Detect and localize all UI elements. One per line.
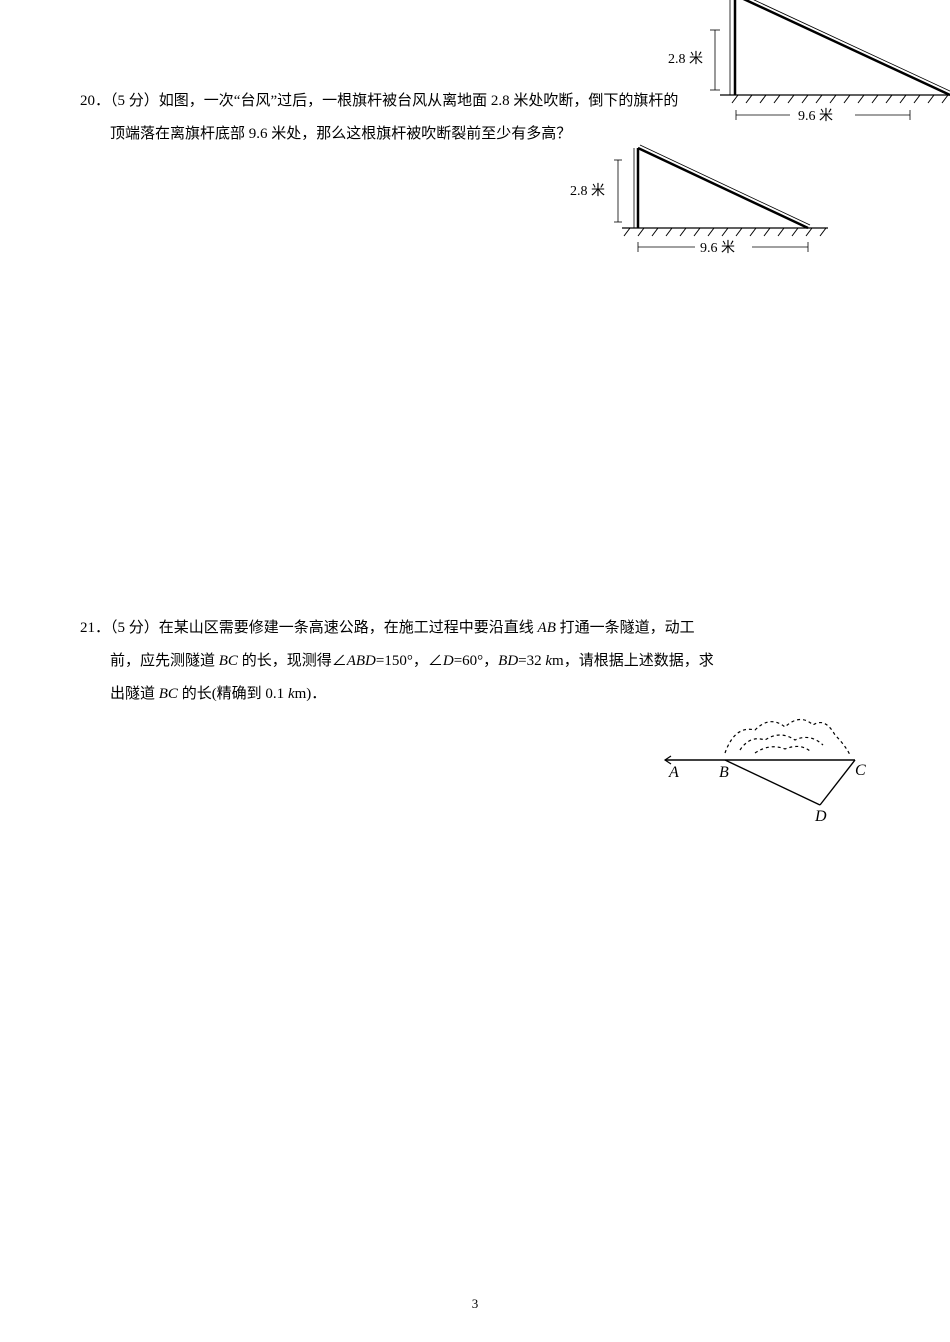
p21-l2c: =150°，∠ [376,653,443,669]
p21-abd: ABD [347,653,376,669]
hlabel-partial: 9.6 米 [798,108,833,124]
p21-l2a: 前，应先测隧道 [110,653,219,669]
p21-d: D [443,653,454,669]
p21-k2: k [288,686,295,702]
p21-bc2: BC [159,686,178,702]
label-B: B [719,764,729,781]
label-C: C [855,762,866,779]
p21-l2b: 的长，现测得∠ [238,653,347,669]
problem-number: 20． [80,93,110,109]
hlabel: 9.6 米 [700,240,735,256]
points-label: （5 分） [110,93,159,109]
problem-number-21: 21． [80,620,110,636]
p21-l3a: 出隧道 [110,686,159,702]
p21-l2g: m，请根据上述数据，求 [552,653,714,669]
p21-bc: BC [219,653,238,669]
figure-20: 2.8 米 9.6 米 [560,140,840,270]
p21-l3b: 的长(精确到 0.1 [178,686,288,702]
p21-l1b: 打通一条隧道，动工 [556,620,695,636]
page-number: 3 [0,1296,950,1312]
figure-21: A B C D [655,705,875,825]
points-label-21: （5 分） [110,620,159,636]
vlabel-partial: 2.8 米 [668,51,703,67]
p21-l2f: =32 [518,653,545,669]
p21-l2e: =60°， [454,653,498,669]
label-A: A [668,764,679,781]
text-line-1: 如图，一次“台风”过后，一根旗杆被台风从离地面 2.8 米处吹断，倒下的旗杆的 [159,93,679,109]
label-D: D [814,808,827,825]
problem-21: 21．（5 分）在某山区需要修建一条高速公路，在施工过程中要沿直线 AB 打通一… [80,612,900,711]
p21-l3c: m)． [295,686,327,702]
p21-bd: BD [498,653,518,669]
p21-l1a: 在某山区需要修建一条高速公路，在施工过程中要沿直线 [159,620,538,636]
figure-20-partial: 2.8 米 9.6 米 [660,0,950,135]
p21-ab: AB [538,620,556,636]
vlabel: 2.8 米 [570,183,605,199]
